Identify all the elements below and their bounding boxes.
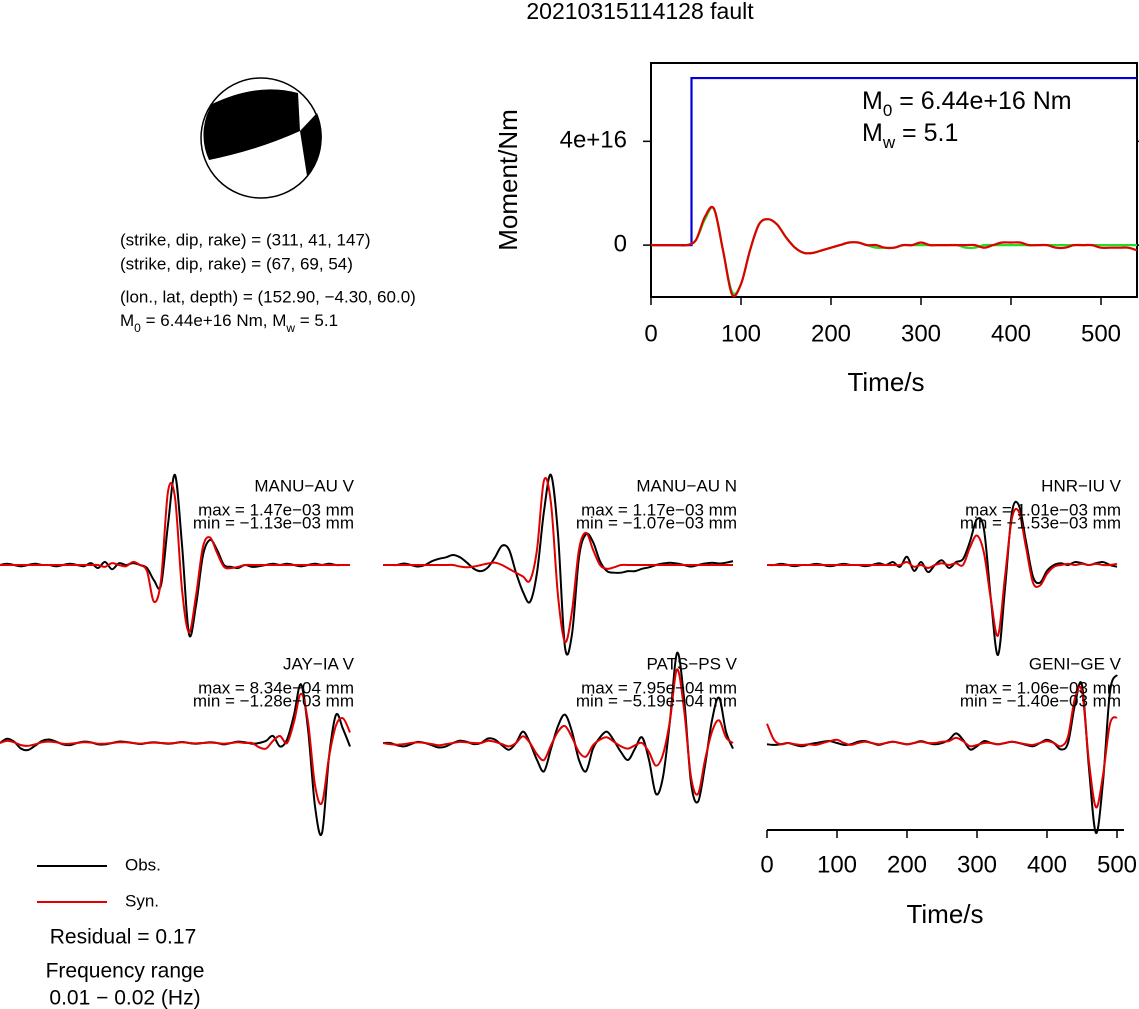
moment-curve (651, 205, 1138, 298)
waveform (382, 668, 734, 796)
waveform (382, 651, 734, 804)
legend-label: Obs. (125, 855, 161, 874)
station-label: PATS−PS V (646, 654, 737, 673)
y-axis-label: Moment/Nm (493, 109, 523, 251)
text-piece: M (120, 311, 134, 330)
min-label: min = −1.40e−03 mm (960, 691, 1121, 710)
plane-line: (strike, dip, rake) = (67, 69, 54) (120, 254, 353, 273)
x-tick-label: 300 (901, 320, 941, 347)
min-label: min = −1.28e−03 mm (193, 691, 354, 710)
text-piece: M (862, 119, 883, 147)
beachball-compression (203, 89, 300, 160)
subscript: 0 (883, 101, 892, 120)
subscript: w (882, 133, 896, 152)
plot-frame (650, 62, 1138, 298)
waveform (0, 482, 350, 634)
station-label: GENI−GE V (1029, 654, 1122, 673)
x-axis-label: Time/s (906, 899, 983, 929)
min-label: min = −1.13e−03 mm (193, 513, 354, 532)
x-tick-label: 0 (760, 851, 773, 878)
beachball-compression (300, 113, 322, 176)
max-label: max = 1.17e−03 mm (581, 500, 737, 519)
frequency-range: 0.01 − 0.02 (Hz) (49, 987, 200, 1009)
x-axis-label: Time/s (847, 367, 924, 397)
figure-title: 20210315114128 fault (526, 0, 754, 24)
y-tick-label: 0 (614, 230, 627, 257)
min-label: min = −1.53e−03 mm (960, 513, 1121, 532)
x-tick-label: 300 (957, 851, 997, 878)
x-tick-label: 200 (887, 851, 927, 878)
location-line: (lon., lat, depth) = (152.90, −4.30, 60.… (120, 287, 416, 306)
waveform (0, 692, 351, 805)
x-tick-label: 500 (1081, 320, 1121, 347)
station-label: JAY−IA V (283, 654, 355, 673)
station-label: HNR−IU V (1041, 476, 1121, 495)
plane-line: (strike, dip, rake) = (311, 41, 147) (120, 230, 371, 249)
waveform (382, 473, 734, 656)
subscript: 0 (134, 321, 141, 335)
legend-label: Syn. (125, 891, 159, 910)
y-tick-label: 4e+16 (560, 127, 627, 154)
max-label: max = 1.06e−03 mm (965, 678, 1121, 697)
frequency-title: Frequency range (46, 960, 205, 983)
x-tick-label: 200 (811, 320, 851, 347)
text-piece: M (862, 87, 883, 115)
x-tick-label: 0 (644, 320, 657, 347)
max-label: max = 8.34e−04 mm (198, 678, 354, 697)
text-piece: = 6.44e+16 Nm, M (141, 311, 287, 330)
min-label: min = −1.07e−03 mm (576, 513, 737, 532)
station-label: MANU−AU N (636, 476, 737, 495)
text-piece: = 5.1 (895, 119, 958, 147)
residual: Residual = 0.17 (50, 926, 197, 949)
max-label: max = 1.47e−03 mm (198, 500, 354, 519)
max-label: max = 7.95e−04 mm (581, 678, 737, 697)
x-tick-label: 400 (1027, 851, 1067, 878)
subscript: w (285, 321, 295, 335)
annotation: Mw = 5.1 (862, 119, 958, 152)
moment-line: M0 = 6.44e+16 Nm, Mw = 5.1 (120, 311, 338, 335)
min-label: min = −5.19e−04 mm (576, 691, 737, 710)
x-tick-label: 500 (1097, 851, 1137, 878)
x-tick-label: 100 (817, 851, 857, 878)
max-label: max = 1.01e−03 mm (965, 500, 1121, 519)
text-piece: = 5.1 (295, 311, 338, 330)
waveform (382, 477, 733, 643)
waveform (766, 685, 1118, 809)
beachball (200, 77, 322, 199)
station-label: MANU−AU V (254, 476, 354, 495)
x-tick-label: 100 (721, 320, 761, 347)
waveform (766, 507, 1118, 637)
text-piece: = 6.44e+16 Nm (892, 87, 1071, 115)
annotation: M0 = 6.44e+16 Nm (862, 87, 1072, 120)
x-tick-label: 400 (991, 320, 1031, 347)
